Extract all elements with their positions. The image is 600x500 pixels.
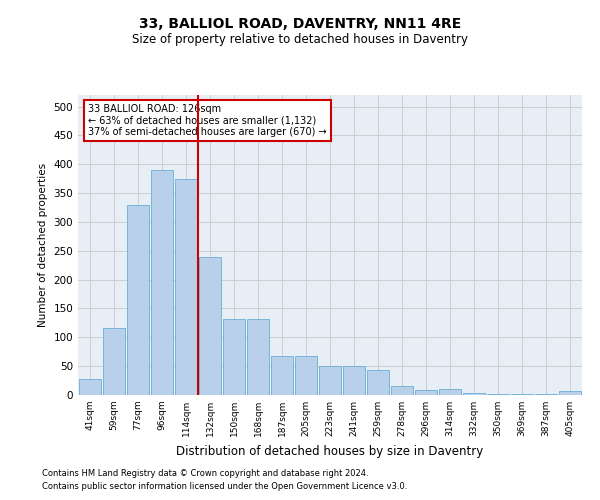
Bar	[343, 366, 365, 395]
Bar	[199, 256, 221, 395]
Bar	[559, 391, 581, 395]
Y-axis label: Number of detached properties: Number of detached properties	[38, 163, 48, 327]
Text: 33 BALLIOL ROAD: 126sqm
← 63% of detached houses are smaller (1,132)
37% of semi: 33 BALLIOL ROAD: 126sqm ← 63% of detache…	[88, 104, 327, 137]
Bar	[535, 394, 557, 395]
Bar	[151, 170, 173, 395]
Bar	[79, 380, 101, 395]
Bar	[391, 386, 413, 395]
Bar	[463, 392, 485, 395]
Text: 33, BALLIOL ROAD, DAVENTRY, NN11 4RE: 33, BALLIOL ROAD, DAVENTRY, NN11 4RE	[139, 18, 461, 32]
X-axis label: Distribution of detached houses by size in Daventry: Distribution of detached houses by size …	[176, 444, 484, 458]
Bar	[223, 319, 245, 395]
Text: Size of property relative to detached houses in Daventry: Size of property relative to detached ho…	[132, 32, 468, 46]
Text: Contains HM Land Registry data © Crown copyright and database right 2024.: Contains HM Land Registry data © Crown c…	[42, 468, 368, 477]
Bar	[295, 356, 317, 395]
Text: Contains public sector information licensed under the Open Government Licence v3: Contains public sector information licen…	[42, 482, 407, 491]
Bar	[271, 356, 293, 395]
Bar	[511, 394, 533, 395]
Bar	[175, 178, 197, 395]
Bar	[439, 388, 461, 395]
Bar	[247, 319, 269, 395]
Bar	[487, 394, 509, 395]
Bar	[103, 328, 125, 395]
Bar	[127, 204, 149, 395]
Bar	[319, 366, 341, 395]
Bar	[367, 370, 389, 395]
Bar	[415, 390, 437, 395]
